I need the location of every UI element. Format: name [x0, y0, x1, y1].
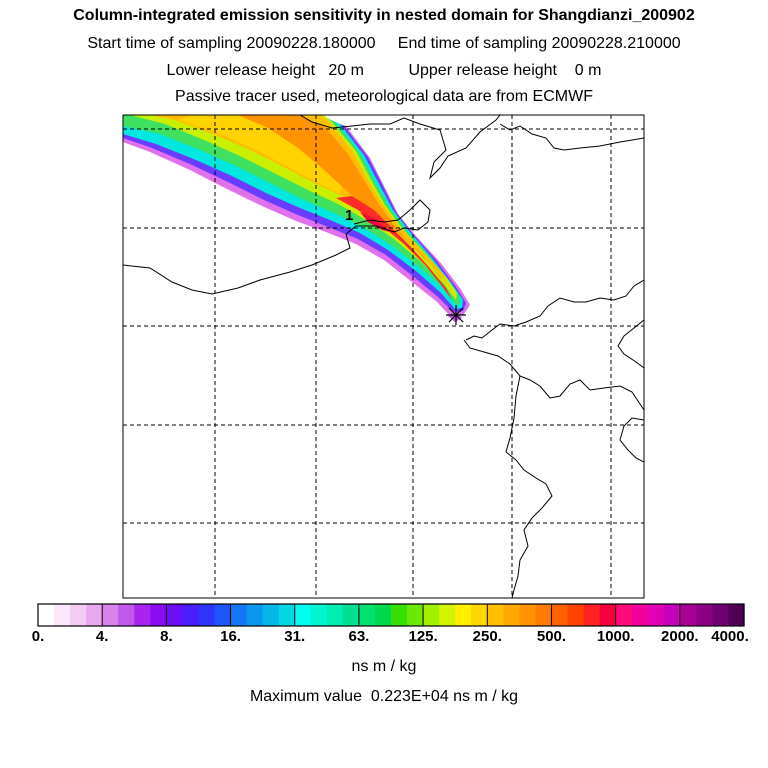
- colorbar-swatch: [342, 604, 360, 626]
- colorbar-swatch: [551, 604, 569, 626]
- colorbar-swatch: [54, 604, 71, 626]
- colorbar-swatch: [471, 604, 488, 626]
- release-site-marker: [446, 305, 466, 325]
- colorbar-swatch: [70, 604, 87, 626]
- colorbar-swatch: [358, 604, 376, 626]
- colorbar-swatch: [647, 604, 665, 626]
- colorbar-swatch: [487, 604, 504, 626]
- colorbar-swatch: [599, 604, 617, 626]
- colorbar-swatch: [519, 604, 537, 626]
- colorbar-tick-label: 1000.: [596, 628, 635, 645]
- plume-cyan-band: [123, 115, 463, 309]
- colorbar-swatch: [615, 604, 633, 626]
- coastline-3: [463, 339, 644, 411]
- colorbar-swatch: [278, 604, 296, 626]
- colorbar-tick-label: 63.: [348, 628, 370, 645]
- sampling-time-info: Start time of sampling 20090228.180000 E…: [87, 35, 681, 52]
- border-line: [123, 199, 431, 295]
- colorbar-swatch: [310, 604, 328, 626]
- colorbar-swatch: [407, 604, 424, 626]
- colorbar-swatch: [294, 604, 312, 626]
- colorbar-swatch: [102, 604, 119, 626]
- plume-layer: [123, 115, 470, 322]
- colorbar-swatch: [182, 604, 200, 626]
- release-site-label: 1: [345, 207, 353, 224]
- release-height-info: Lower release height 20 m Upper release …: [166, 62, 602, 79]
- colorbar-tick-label: 0.: [31, 628, 45, 645]
- plume-peak-spot: [360, 212, 390, 232]
- colorbar-tick-label: 2000.: [661, 628, 699, 645]
- colorbar-frame: [37, 603, 745, 627]
- colorbar-swatch: [134, 604, 151, 626]
- colorbar-tick-label: 500.: [536, 628, 567, 645]
- coastline-layer: [123, 115, 644, 598]
- colorbar-tick-label: 4.: [95, 628, 109, 645]
- colorbar-tick-label: 125.: [408, 628, 438, 645]
- colorbar-tick-label: 4000.: [711, 628, 749, 645]
- colorbar-swatch: [423, 604, 440, 626]
- colorbar-swatch: [567, 604, 585, 626]
- map-frame: [122, 114, 645, 599]
- colorbar-swatch: [535, 604, 553, 626]
- colorbar-swatch: [118, 604, 135, 626]
- colorbar-swatch: [374, 604, 392, 626]
- chart-title: Column-integrated emission sensitivity i…: [73, 7, 695, 24]
- grid-layer: [123, 115, 644, 598]
- colorbar-swatch: [38, 604, 55, 626]
- colorbar-swatch: [391, 604, 408, 626]
- colorbar-tick-label: 8.: [160, 628, 173, 645]
- colorbar-swatch: [711, 604, 729, 626]
- colorbar-swatch: [198, 604, 216, 626]
- colorbar-swatch: [326, 604, 344, 626]
- colorbar-swatch: [727, 604, 745, 626]
- colorbar-swatch: [455, 604, 472, 626]
- tracer-info: Passive tracer used, meteorological data…: [175, 88, 593, 105]
- colorbar-swatch: [246, 604, 264, 626]
- coastline-2: [617, 319, 644, 369]
- coastline-5: [619, 417, 644, 463]
- colorbar-swatch: [439, 604, 456, 626]
- colorbar-swatch: [503, 604, 520, 626]
- colorbar-tick-label: 250.: [472, 628, 502, 645]
- colorbar-swatch: [230, 604, 248, 626]
- coastline: [465, 279, 644, 341]
- colorbar-swatch: [679, 604, 697, 626]
- colorbar-swatch: [262, 604, 280, 626]
- colorbar-swatch: [583, 604, 601, 626]
- colorbar-swatch: [150, 604, 167, 626]
- plume-dark-orange-core: [238, 115, 452, 296]
- colorbar: [38, 604, 745, 626]
- colorbar-swatch: [86, 604, 103, 626]
- colorbar-swatch: [663, 604, 681, 626]
- coastline-6: [499, 123, 644, 151]
- colorbar-tick-label: 31.: [284, 628, 306, 645]
- border-line-2: [299, 115, 501, 180]
- colorbar-swatch: [631, 604, 649, 626]
- coastline-4: [505, 375, 553, 598]
- colorbar-tick-label: 16.: [220, 628, 241, 645]
- colorbar-swatch: [695, 604, 713, 626]
- colorbar-swatch: [166, 604, 184, 626]
- colorbar-units: ns m / kg: [351, 658, 417, 675]
- maximum-value: Maximum value 0.223E+04 ns m / kg: [249, 688, 519, 705]
- colorbar-swatch: [214, 604, 232, 626]
